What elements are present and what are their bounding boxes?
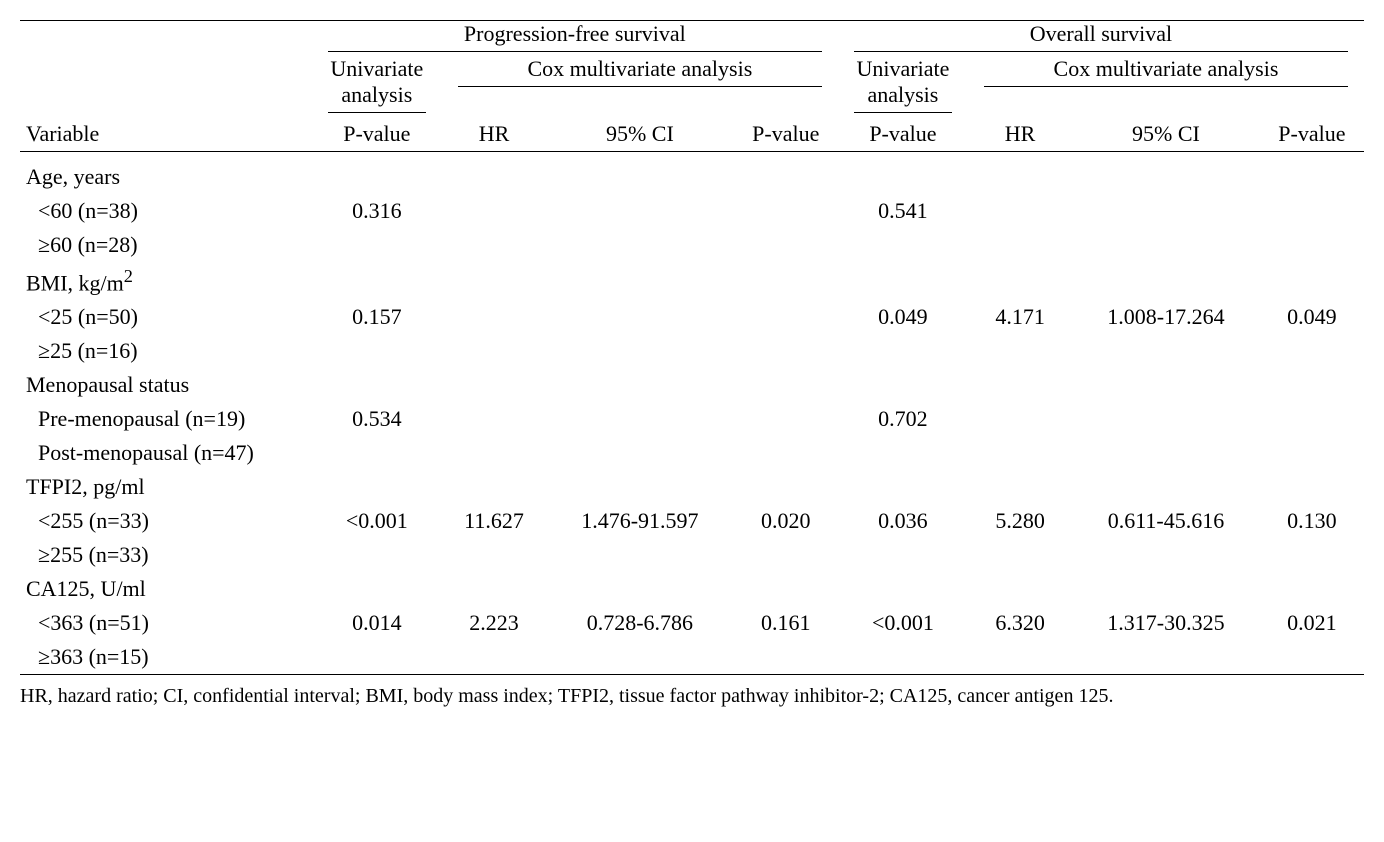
cell-value bbox=[1260, 402, 1364, 436]
cell-value: 5.280 bbox=[968, 504, 1072, 538]
table-row: ≥25 (n=16) bbox=[20, 334, 1364, 368]
table-row: ≥60 (n=28) bbox=[20, 228, 1364, 262]
table-row: <60 (n=38) 0.316 0.541 bbox=[20, 194, 1364, 228]
cell-value: 2.223 bbox=[442, 606, 546, 640]
cell-value bbox=[1260, 194, 1364, 228]
cell-value bbox=[734, 194, 838, 228]
table-row: <25 (n=50) 0.157 0.049 4.171 1.008-17.26… bbox=[20, 300, 1364, 334]
cell-value bbox=[1072, 402, 1260, 436]
row-ca125-sub2: ≥363 (n=15) bbox=[20, 640, 312, 675]
cell-value bbox=[546, 300, 734, 334]
row-ca125-sub1: <363 (n=51) bbox=[20, 606, 312, 640]
cell-value: 1.317-30.325 bbox=[1072, 606, 1260, 640]
cell-value: 0.611-45.616 bbox=[1072, 504, 1260, 538]
table-row: Pre-menopausal (n=19) 0.534 0.702 bbox=[20, 402, 1364, 436]
header-variable: Variable bbox=[20, 117, 312, 152]
table-row: ≥255 (n=33) bbox=[20, 538, 1364, 572]
cell-value: 0.014 bbox=[312, 606, 442, 640]
table-row: Menopausal status bbox=[20, 368, 1364, 402]
cell-value: 0.130 bbox=[1260, 504, 1364, 538]
cell-value bbox=[968, 402, 1072, 436]
survival-table: Progression-free survival Overall surviv… bbox=[20, 20, 1364, 675]
row-ca125-label: CA125, U/ml bbox=[20, 572, 312, 606]
table-footnote: HR, hazard ratio; CI, confidential inter… bbox=[20, 685, 1364, 708]
cell-value bbox=[546, 194, 734, 228]
cell-value: 6.320 bbox=[968, 606, 1072, 640]
row-bmi-sub1: <25 (n=50) bbox=[20, 300, 312, 334]
header-pfs-ci: 95% CI bbox=[546, 117, 734, 152]
cell-value bbox=[442, 402, 546, 436]
header-pfs-uni-p: P-value bbox=[312, 117, 442, 152]
row-age-sub2: ≥60 (n=28) bbox=[20, 228, 312, 262]
cell-value: 4.171 bbox=[968, 300, 1072, 334]
table-row: Post-menopausal (n=47) bbox=[20, 436, 1364, 470]
cell-value: 0.534 bbox=[312, 402, 442, 436]
cell-value: 0.702 bbox=[838, 402, 968, 436]
cell-value: 0.020 bbox=[734, 504, 838, 538]
row-tfpi2-label: TFPI2, pg/ml bbox=[20, 470, 312, 504]
row-tfpi2-sub2: ≥255 (n=33) bbox=[20, 538, 312, 572]
table-row: CA125, U/ml bbox=[20, 572, 1364, 606]
table-row: <255 (n=33) <0.001 11.627 1.476-91.597 0… bbox=[20, 504, 1364, 538]
table-row: TFPI2, pg/ml bbox=[20, 470, 1364, 504]
header-pfs-cox-p: P-value bbox=[734, 117, 838, 152]
table-row: Age, years bbox=[20, 160, 1364, 194]
row-bmi-label: BMI, kg/m2 bbox=[20, 262, 312, 300]
header-os: Overall survival bbox=[838, 21, 1364, 57]
table-row: <363 (n=51) 0.014 2.223 0.728-6.786 0.16… bbox=[20, 606, 1364, 640]
cell-value: 0.036 bbox=[838, 504, 968, 538]
cell-value: 0.316 bbox=[312, 194, 442, 228]
row-age-label: Age, years bbox=[20, 160, 312, 194]
header-os-cox: Cox multivariate analysis bbox=[968, 56, 1364, 117]
cell-value bbox=[734, 300, 838, 334]
header-pfs-cox: Cox multivariate analysis bbox=[442, 56, 838, 117]
cell-value: <0.001 bbox=[838, 606, 968, 640]
cell-value bbox=[734, 402, 838, 436]
header-os-ci: 95% CI bbox=[1072, 117, 1260, 152]
row-tfpi2-sub1: <255 (n=33) bbox=[20, 504, 312, 538]
header-pfs-uni: Univariate analysis bbox=[312, 56, 442, 117]
row-meno-sub1: Pre-menopausal (n=19) bbox=[20, 402, 312, 436]
header-pfs: Progression-free survival bbox=[312, 21, 838, 57]
header-os-cox-p: P-value bbox=[1260, 117, 1364, 152]
cell-value: 11.627 bbox=[442, 504, 546, 538]
header-pfs-hr: HR bbox=[442, 117, 546, 152]
table-row: BMI, kg/m2 bbox=[20, 262, 1364, 300]
cell-value bbox=[1072, 194, 1260, 228]
header-os-uni: Univariate analysis bbox=[838, 56, 968, 117]
cell-value: 0.049 bbox=[1260, 300, 1364, 334]
cell-value: 0.728-6.786 bbox=[546, 606, 734, 640]
cell-value: 0.021 bbox=[1260, 606, 1364, 640]
row-meno-sub2: Post-menopausal (n=47) bbox=[20, 436, 312, 470]
cell-value bbox=[968, 194, 1072, 228]
row-age-sub1: <60 (n=38) bbox=[20, 194, 312, 228]
cell-value: <0.001 bbox=[312, 504, 442, 538]
cell-value: 1.476-91.597 bbox=[546, 504, 734, 538]
cell-value bbox=[442, 300, 546, 334]
header-os-hr: HR bbox=[968, 117, 1072, 152]
cell-value bbox=[546, 402, 734, 436]
cell-value: 0.161 bbox=[734, 606, 838, 640]
header-os-uni-p: P-value bbox=[838, 117, 968, 152]
cell-value: 0.049 bbox=[838, 300, 968, 334]
table-row: ≥363 (n=15) bbox=[20, 640, 1364, 675]
cell-value: 0.541 bbox=[838, 194, 968, 228]
cell-value: 1.008-17.264 bbox=[1072, 300, 1260, 334]
cell-value bbox=[442, 194, 546, 228]
row-meno-label: Menopausal status bbox=[20, 368, 312, 402]
cell-value: 0.157 bbox=[312, 300, 442, 334]
row-bmi-sub2: ≥25 (n=16) bbox=[20, 334, 312, 368]
